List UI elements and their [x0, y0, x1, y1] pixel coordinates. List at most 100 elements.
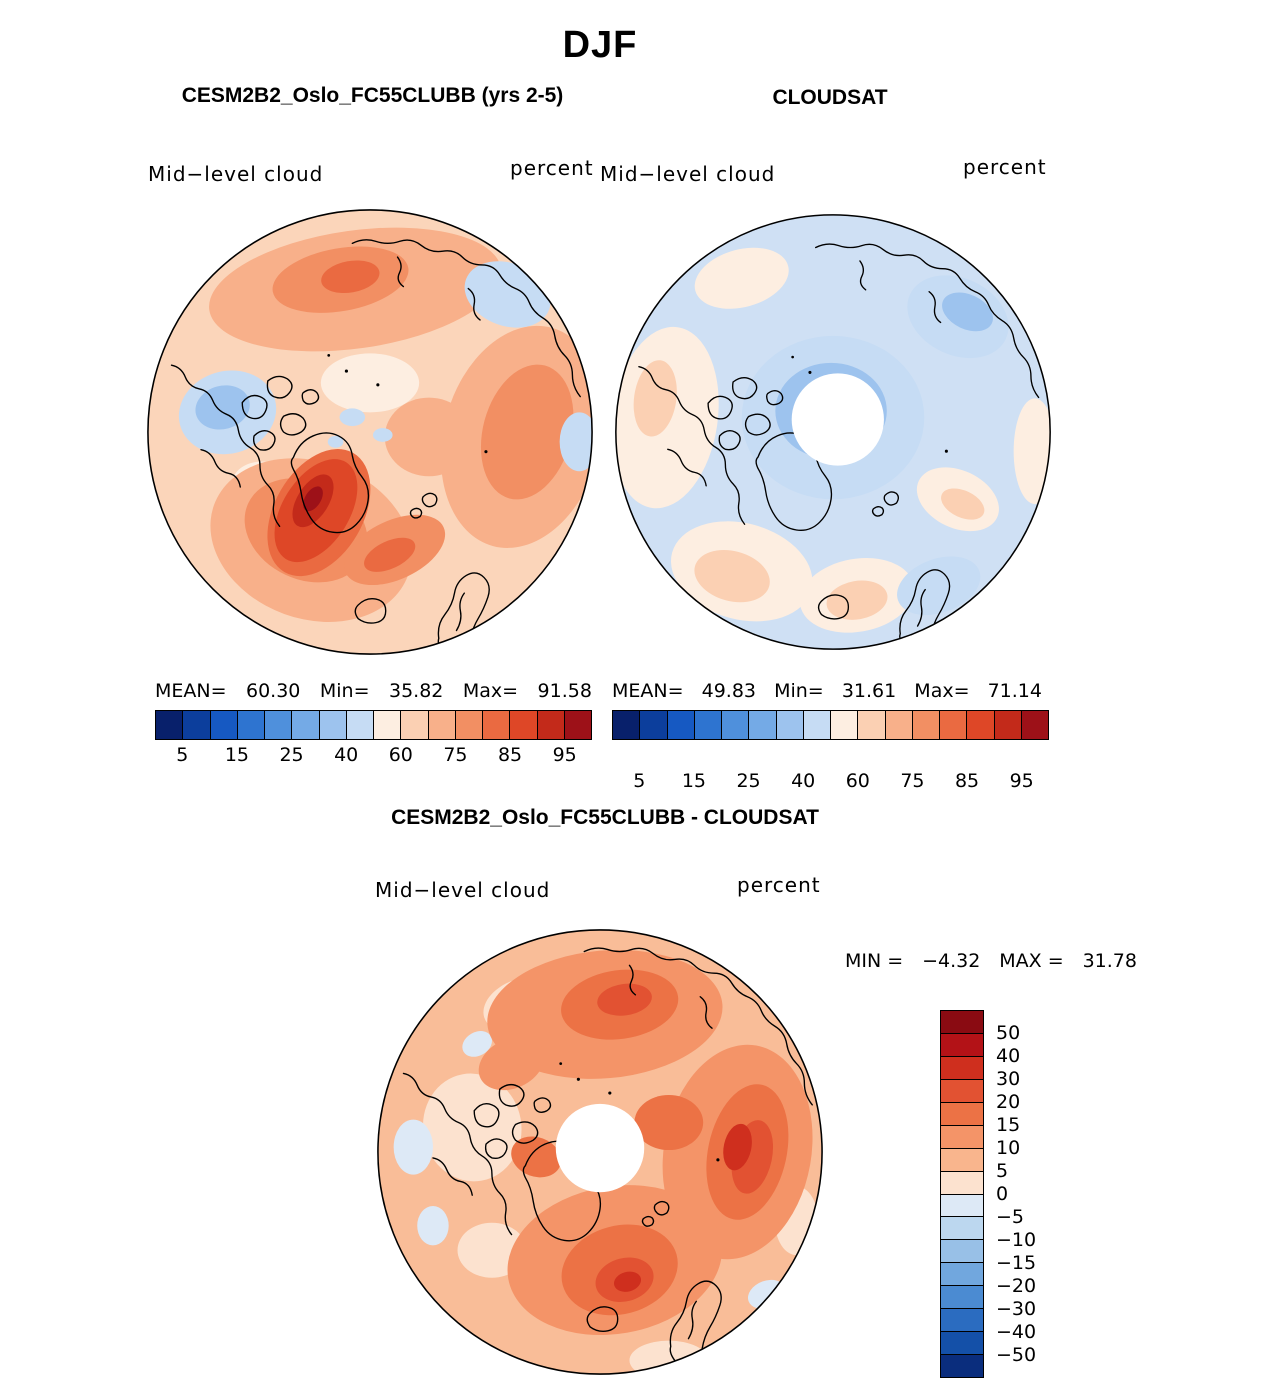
- obs-units-label: percent: [963, 155, 1047, 179]
- colorbar-segment: [941, 1033, 983, 1057]
- colorbar-segment: [374, 711, 402, 739]
- tick-label: 40: [334, 744, 359, 766]
- colorbar-segment: [667, 711, 695, 739]
- colorbar-segment: [455, 711, 483, 739]
- colorbar-segment: [967, 711, 995, 739]
- colorbar-segment: [941, 1332, 983, 1356]
- tick-label: −5: [996, 1206, 1025, 1228]
- tick-label: 40: [996, 1045, 1021, 1067]
- diff-map: [377, 929, 823, 1375]
- max-label: Max=: [914, 680, 970, 702]
- colorbar-segment: [265, 711, 293, 739]
- max-value: 71.14: [987, 680, 1042, 702]
- colorbar-segment: [940, 711, 968, 739]
- season-title: DJF: [562, 24, 638, 66]
- colorbar-segment: [183, 711, 211, 739]
- colorbar-segment: [941, 1194, 983, 1218]
- colorbar-segment: [941, 1217, 983, 1241]
- mean-label: MEAN=: [155, 680, 227, 702]
- tick-label: 50: [996, 1022, 1021, 1044]
- colorbar-segment: [941, 1125, 983, 1149]
- obs-panel-title: CLOUDSAT: [772, 86, 888, 109]
- colorbar-segment: [941, 1309, 983, 1333]
- tick-label: 15: [996, 1114, 1021, 1136]
- obs-map: [615, 214, 1051, 650]
- tick-label: −30: [996, 1298, 1037, 1320]
- tick-label: 85: [497, 744, 523, 766]
- pole-hole: [555, 1103, 645, 1193]
- min-label: Min=: [774, 680, 824, 702]
- contour-fill-layer: [615, 214, 1051, 650]
- max-value: 91.58: [537, 680, 592, 702]
- colorbar-segment: [401, 711, 429, 739]
- colorbar-segment: [994, 711, 1022, 739]
- contour-fill-layer: [147, 209, 593, 655]
- colorbar-segment: [237, 711, 265, 739]
- tick-label: −10: [996, 1229, 1037, 1251]
- min-value: 35.82: [388, 680, 444, 702]
- colorbar-segment: [831, 711, 859, 739]
- tick-label: 15: [681, 770, 707, 792]
- max-label: MAX =: [999, 950, 1064, 972]
- tick-label: 75: [900, 770, 925, 792]
- tick-label: 75: [443, 744, 468, 766]
- colorbar-segment: [537, 711, 565, 739]
- colorbar-segment: [613, 711, 641, 739]
- model-colorbar-ticks: 5 15 25 40 60 75 85 95: [155, 740, 592, 766]
- diff-colorbar: [940, 1010, 984, 1378]
- colorbar-segment: [292, 711, 320, 739]
- colorbar-segment: [941, 1355, 983, 1377]
- colorbar-segment: [941, 1148, 983, 1172]
- model-colorbar: [155, 710, 592, 740]
- tick-label: 5: [633, 770, 646, 792]
- colorbar-segment: [694, 711, 722, 739]
- colorbar-segment: [749, 711, 777, 739]
- colorbar-segment: [210, 711, 238, 739]
- obs-stats-row: MEAN= 49.83 Min= 31.61 Max= 71.14: [612, 680, 1042, 702]
- diff-panel-title: CESM2B2_Oslo_FC55CLUBB - CLOUDSAT: [391, 806, 819, 829]
- tick-label: 95: [552, 744, 577, 766]
- colorbar-segment: [510, 711, 538, 739]
- obs-field-label: Mid−level cloud: [600, 162, 776, 186]
- model-units-label: percent: [510, 156, 594, 180]
- colorbar-segment: [803, 711, 831, 739]
- tick-label: 5: [176, 744, 189, 766]
- obs-colorbar-ticks: 5 15 25 40 60 75 85 95: [612, 766, 1049, 792]
- colorbar-segment: [1021, 711, 1048, 739]
- colorbar-segment: [912, 711, 940, 739]
- min-label: MIN =: [845, 950, 904, 972]
- diff-units-label: percent: [737, 873, 821, 897]
- model-panel-title: CESM2B2_Oslo_FC55CLUBB (yrs 2-5): [181, 84, 564, 107]
- min-value: −4.32: [922, 950, 981, 972]
- tick-label: 85: [954, 770, 980, 792]
- tick-label: 60: [388, 744, 413, 766]
- tick-label: −15: [996, 1252, 1037, 1274]
- colorbar-segment: [776, 711, 804, 739]
- tick-label: 5: [996, 1160, 1009, 1182]
- tick-label: −40: [996, 1321, 1037, 1343]
- colorbar-segment: [722, 711, 750, 739]
- colorbar-segment: [941, 1102, 983, 1126]
- colorbar-segment: [156, 711, 184, 739]
- tick-label: 10: [996, 1137, 1021, 1159]
- map-boundary-circle: [377, 929, 823, 1375]
- colorbar-segment: [483, 711, 511, 739]
- model-map: [147, 209, 593, 655]
- mean-label: MEAN=: [612, 680, 684, 702]
- tick-label: 25: [279, 744, 304, 766]
- contour-fill-layer: [377, 929, 823, 1375]
- colorbar-segment: [564, 711, 591, 739]
- tick-label: 95: [1009, 770, 1034, 792]
- colorbar-segment: [640, 711, 668, 739]
- tick-label: −20: [996, 1275, 1037, 1297]
- colorbar-segment: [941, 1056, 983, 1080]
- colorbar-segment: [941, 1011, 983, 1034]
- map-boundary-circle: [147, 209, 593, 655]
- diff-stats-row: MIN = −4.32 MAX = 31.78: [845, 950, 1137, 972]
- colorbar-segment: [941, 1263, 983, 1287]
- min-label: Min=: [319, 680, 370, 702]
- tick-label: 15: [224, 744, 250, 766]
- model-stats-row: MEAN= 60.30 Min= 35.82 Max= 91.58: [155, 680, 592, 702]
- model-field-label: Mid−level cloud: [148, 162, 324, 186]
- tick-label: −50: [996, 1344, 1037, 1366]
